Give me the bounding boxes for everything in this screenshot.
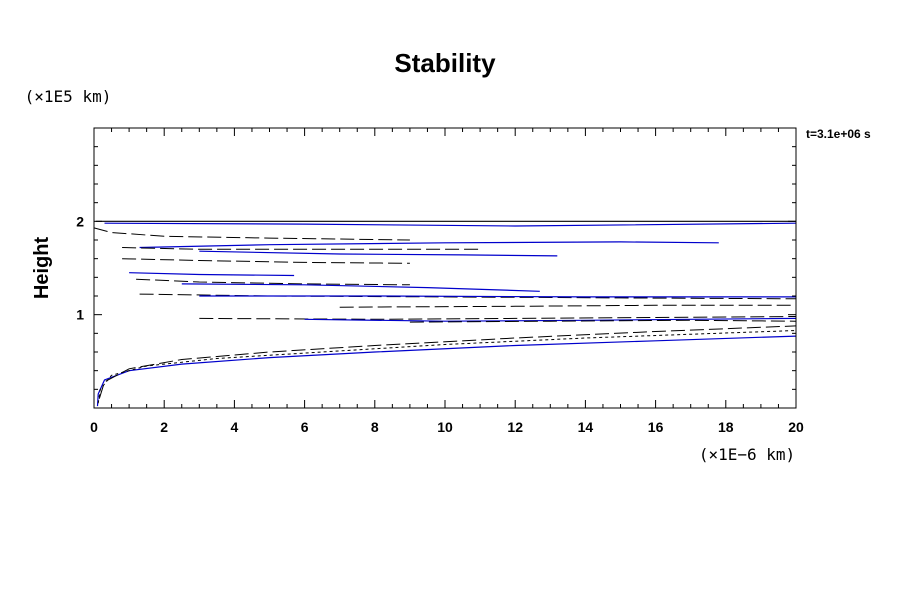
y-tick-label: 2 <box>76 213 84 229</box>
time-label: t=3.1e+06 s <box>806 127 871 141</box>
x-tick-label: 6 <box>301 419 309 435</box>
series-line-11 <box>129 272 295 277</box>
series-line-19 <box>409 319 797 323</box>
series-line-10 <box>122 258 410 264</box>
x-tick-label: 4 <box>231 419 239 435</box>
plot-frame <box>93 127 797 409</box>
chart-title: Stability <box>394 48 496 78</box>
x-tick-label: 2 <box>160 419 168 435</box>
series-line-9 <box>199 250 558 257</box>
x-tick-label: 8 <box>371 419 379 435</box>
y-tick-label: 1 <box>76 307 84 323</box>
series-line-12 <box>136 278 410 286</box>
y-unit-label: (×1E5 km) <box>25 87 112 106</box>
x-unit-label: (×1E−6 km) <box>699 445 795 464</box>
x-tick-label: 12 <box>507 419 523 435</box>
series-line-3 <box>98 325 797 399</box>
series-line-1 <box>96 335 797 407</box>
x-tick-label: 14 <box>578 419 594 435</box>
x-tick-label: 10 <box>437 419 453 435</box>
x-tick-label: 18 <box>718 419 734 435</box>
x-tick-label: 0 <box>90 419 98 435</box>
x-tick-label: 20 <box>788 419 804 435</box>
series-line-8 <box>122 247 481 250</box>
series-line-7 <box>139 241 719 249</box>
series-line-16 <box>339 304 796 308</box>
series-line-15 <box>199 295 796 298</box>
series-layer <box>93 220 797 407</box>
x-tick-label: 16 <box>648 419 664 435</box>
series-line-6 <box>93 227 410 241</box>
series-line-2 <box>97 330 797 404</box>
series-line-5 <box>104 222 797 227</box>
series-line-13 <box>181 283 540 292</box>
series-line-18 <box>304 317 797 322</box>
y-axis-label: Height <box>31 237 53 300</box>
